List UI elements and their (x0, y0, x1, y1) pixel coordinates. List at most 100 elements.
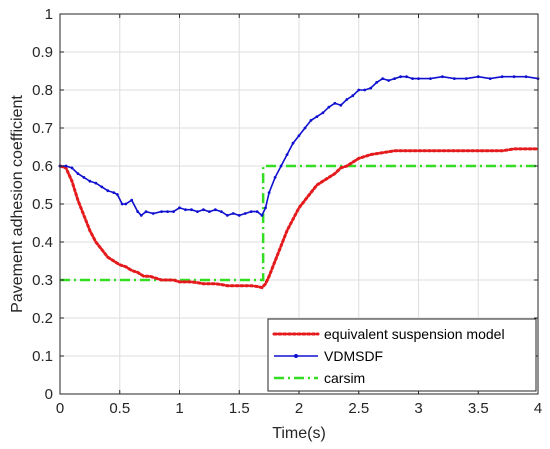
y-tick-label: 0.6 (32, 158, 53, 175)
y-tick-label: 0.4 (32, 234, 53, 251)
legend-marker (294, 354, 298, 358)
x-tick-label: 4 (534, 400, 542, 417)
y-axis-ticks: 0 0.1 0.2 0.3 0.4 0.5 0.6 0.7 0.8 0.9 1 (32, 6, 538, 403)
data-point (327, 105, 331, 109)
data-point (130, 198, 134, 202)
x-tick-label: 1 (175, 400, 183, 417)
data-point (184, 208, 187, 212)
data-point (166, 210, 169, 214)
data-point (411, 77, 414, 80)
data-point (512, 75, 516, 79)
data-point (112, 191, 116, 195)
data-point (190, 208, 193, 212)
data-point (333, 101, 337, 105)
data-point (94, 181, 98, 185)
data-point (139, 214, 143, 217)
data-point (387, 79, 391, 82)
data-point (100, 185, 104, 189)
data-point (225, 214, 229, 217)
x-axis-ticks: 0 0.5 1 1.5 2 2.5 3 3.5 4 (56, 14, 542, 417)
y-tick-label: 0.1 (32, 348, 53, 365)
x-tick-label: 1.5 (229, 400, 250, 417)
data-point (399, 75, 402, 79)
data-point (144, 210, 148, 214)
data-point (285, 153, 289, 157)
data-point (88, 179, 92, 183)
data-point (124, 202, 128, 206)
data-point (207, 210, 211, 214)
data-point (476, 75, 480, 79)
series-vdmsdf (58, 75, 540, 217)
y-axis-label: Pavement adhesion coefficient (9, 95, 26, 313)
data-point (172, 210, 175, 214)
data-point (315, 115, 319, 118)
data-point (393, 77, 396, 80)
x-tick-label: 0.5 (109, 400, 130, 417)
data-point (202, 208, 205, 212)
y-tick-label: 0.3 (32, 272, 53, 289)
y-tick-label: 0.7 (32, 120, 53, 137)
series-equivalent-suspension-model (58, 147, 540, 290)
data-point (417, 77, 420, 80)
data-point (273, 176, 277, 179)
data-point (219, 210, 223, 214)
y-tick-label: 0.5 (32, 196, 53, 213)
legend-item: equivalent suspension model (272, 326, 505, 342)
y-tick-label: 0.2 (32, 310, 53, 327)
data-point (500, 75, 504, 79)
x-tick-label: 2.5 (348, 400, 369, 417)
data-point (151, 212, 155, 215)
data-point (369, 86, 373, 90)
x-tick-label: 0 (56, 400, 64, 417)
legend-box (267, 318, 537, 392)
legend: equivalent suspension model VDMSDF carsim (267, 318, 537, 392)
legend-label: carsim (324, 370, 365, 386)
data-point (345, 98, 349, 101)
data-point (213, 208, 217, 212)
y-tick-label: 0.9 (32, 44, 53, 61)
data-point (441, 75, 444, 79)
data-point (196, 210, 199, 214)
data-point (255, 210, 259, 214)
data-point (178, 206, 181, 210)
x-tick-label: 3 (414, 400, 422, 417)
data-point (160, 210, 163, 214)
data-point (375, 81, 379, 84)
data-point (64, 164, 68, 168)
data-point (303, 126, 307, 130)
data-point (357, 88, 361, 92)
data-point (76, 172, 80, 176)
data-point (115, 193, 119, 196)
data-point (279, 164, 283, 168)
x-tick-label: 2 (295, 400, 303, 417)
y-tick-label: 0.8 (32, 82, 53, 99)
data-point (249, 210, 253, 214)
data-point (82, 176, 86, 179)
data-point (297, 134, 301, 138)
legend-item: carsim (274, 370, 365, 386)
series-line (58, 147, 540, 290)
data-point (120, 202, 124, 206)
data-point (405, 75, 408, 79)
data-point (267, 191, 271, 195)
data-point (488, 77, 492, 80)
data-point (339, 103, 343, 107)
data-point (70, 166, 74, 170)
data-point (309, 119, 313, 122)
data-point (106, 189, 110, 193)
legend-label: VDMSDF (324, 348, 383, 364)
data-point (260, 214, 264, 217)
data-point (237, 214, 241, 217)
data-point (243, 212, 247, 215)
data-point (363, 88, 367, 92)
data-point (231, 212, 235, 215)
data-point (291, 141, 295, 145)
data-point (351, 94, 355, 98)
data-point (429, 77, 432, 80)
y-tick-label: 0 (45, 386, 53, 403)
data-point (524, 75, 528, 79)
data-point (136, 210, 140, 214)
data-point (321, 111, 325, 115)
data-point (264, 206, 267, 210)
